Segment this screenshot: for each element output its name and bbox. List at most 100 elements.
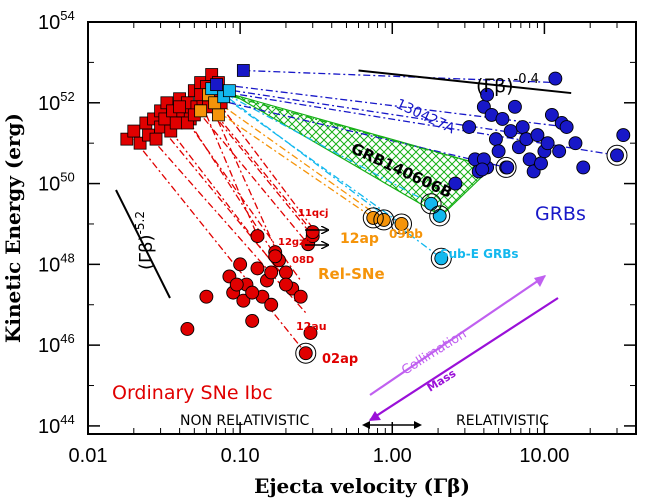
data-point-square: [222, 84, 236, 98]
data-point-circle: [576, 160, 591, 175]
connector-line: [216, 110, 374, 219]
data-point-circle: [268, 249, 283, 264]
data-point-circle: [559, 120, 574, 134]
data-point-circle: [480, 87, 495, 102]
slope-line-minus-5-2: [115, 189, 171, 299]
series-7: [210, 64, 250, 92]
data-point-circle: [250, 229, 265, 244]
data-point-circle: [515, 120, 530, 134]
data-point-circle: [534, 156, 548, 171]
x-tick-label: 0.01: [69, 445, 108, 467]
connector-line: [223, 96, 402, 225]
data-point-highlight-ring: [495, 156, 517, 178]
x-tick-label: 1.00: [373, 445, 412, 467]
data-point-highlight-ring: [429, 205, 451, 227]
annotation-label: 09bb: [389, 227, 423, 241]
annotation-label: Sub-E GRBs: [440, 247, 519, 261]
annotation-label: 12gzk: [278, 237, 312, 248]
data-point-circle: [278, 277, 293, 292]
data-point-circle: [434, 251, 449, 266]
y-tick-label: 1052: [38, 89, 75, 115]
region-layer: [232, 94, 493, 217]
data-point-circle: [432, 208, 447, 223]
data-point-square: [236, 64, 250, 77]
series-2: [362, 207, 413, 235]
data-point-highlight-ring: [373, 209, 395, 231]
data-point-circle: [495, 111, 510, 126]
slope-exponent: -0.4: [514, 72, 539, 87]
data-point-circle: [552, 144, 567, 159]
data-point-circle: [250, 261, 265, 276]
y-tick-exponent: 48: [60, 250, 74, 265]
data-point-circle: [303, 326, 318, 340]
data-point-highlight-ring: [362, 207, 384, 229]
annotation-label: 12ap: [340, 231, 379, 247]
data-point-highlight-ring: [606, 144, 628, 166]
annotation-label: 130427A: [393, 96, 457, 137]
mass-arrowhead: [369, 411, 381, 421]
data-point-square: [127, 124, 141, 138]
y-tick-label: 1050: [38, 170, 75, 196]
data-points-layer: [120, 64, 631, 364]
data-point-square: [149, 132, 163, 146]
data-point-circle: [236, 293, 251, 308]
annotation-label: Ordinary SNe Ibc: [112, 382, 273, 404]
data-point-circle: [530, 128, 545, 143]
annotation-label: 02ap: [322, 352, 358, 367]
series-4: [420, 193, 452, 269]
connector-line: [229, 102, 507, 169]
connector-line: [229, 98, 442, 259]
connector-line: [218, 102, 385, 221]
data-point-circle: [199, 289, 214, 304]
data-point-circle: [245, 285, 260, 300]
mass-arrow: [369, 297, 559, 421]
data-point-square: [173, 100, 186, 114]
data-point-circle: [305, 225, 320, 239]
data-point-highlight-ring: [391, 213, 413, 235]
data-point-highlight-ring: [295, 342, 317, 364]
annotation-label: GRBs: [535, 203, 586, 225]
data-point-circle: [500, 160, 515, 175]
collimation-arrow: [369, 275, 546, 396]
annotation-label: Rel-SNe: [318, 265, 385, 283]
x-tick-label: 0.10: [221, 445, 260, 467]
connector-line: [205, 114, 259, 237]
data-point-square: [194, 104, 208, 118]
y-tick-label: 1044: [38, 412, 75, 438]
data-point-square: [212, 108, 225, 122]
y-tick-label: 1048: [38, 250, 75, 276]
slope-line-minus-0-4: [358, 69, 572, 95]
connector-line: [179, 110, 302, 281]
data-point-circle: [448, 176, 463, 191]
data-point-circle: [610, 148, 624, 163]
data-point-circle: [568, 136, 583, 151]
y-tick-exponent: 46: [60, 331, 74, 346]
connector-line: [133, 138, 307, 354]
x-axis-title: Ejecta velocity (Γβ): [254, 474, 470, 498]
connector-line: [160, 126, 302, 298]
data-point-circle: [264, 265, 279, 280]
connector-line: [233, 90, 530, 136]
data-point-circle: [507, 99, 522, 114]
data-point-square: [210, 78, 223, 92]
data-point-circle: [298, 346, 313, 361]
annotation-label: 11qcj: [298, 208, 328, 219]
x-tick-label: 10.00: [519, 445, 569, 467]
slope-exponent: -5.2: [133, 211, 147, 234]
slope-label-minus-5-2: (Γβ)-5.2: [133, 211, 157, 270]
data-point-circle: [376, 212, 391, 227]
data-point-circle: [229, 277, 244, 292]
data-point-circle: [544, 107, 559, 122]
data-point-circle: [293, 289, 308, 304]
y-tick-exponent: 54: [60, 8, 74, 23]
data-point-highlight-ring: [430, 247, 452, 269]
annotation-label: RELATIVISTIC: [456, 413, 549, 429]
data-point-circle: [245, 313, 260, 328]
data-point-circle: [264, 297, 279, 312]
connector-line: [186, 118, 287, 273]
annotation-label: 12au: [296, 320, 327, 333]
regime-arrowhead-right: [414, 421, 422, 429]
connector-line: [226, 94, 432, 205]
y-tick-label: 1054: [38, 8, 75, 34]
